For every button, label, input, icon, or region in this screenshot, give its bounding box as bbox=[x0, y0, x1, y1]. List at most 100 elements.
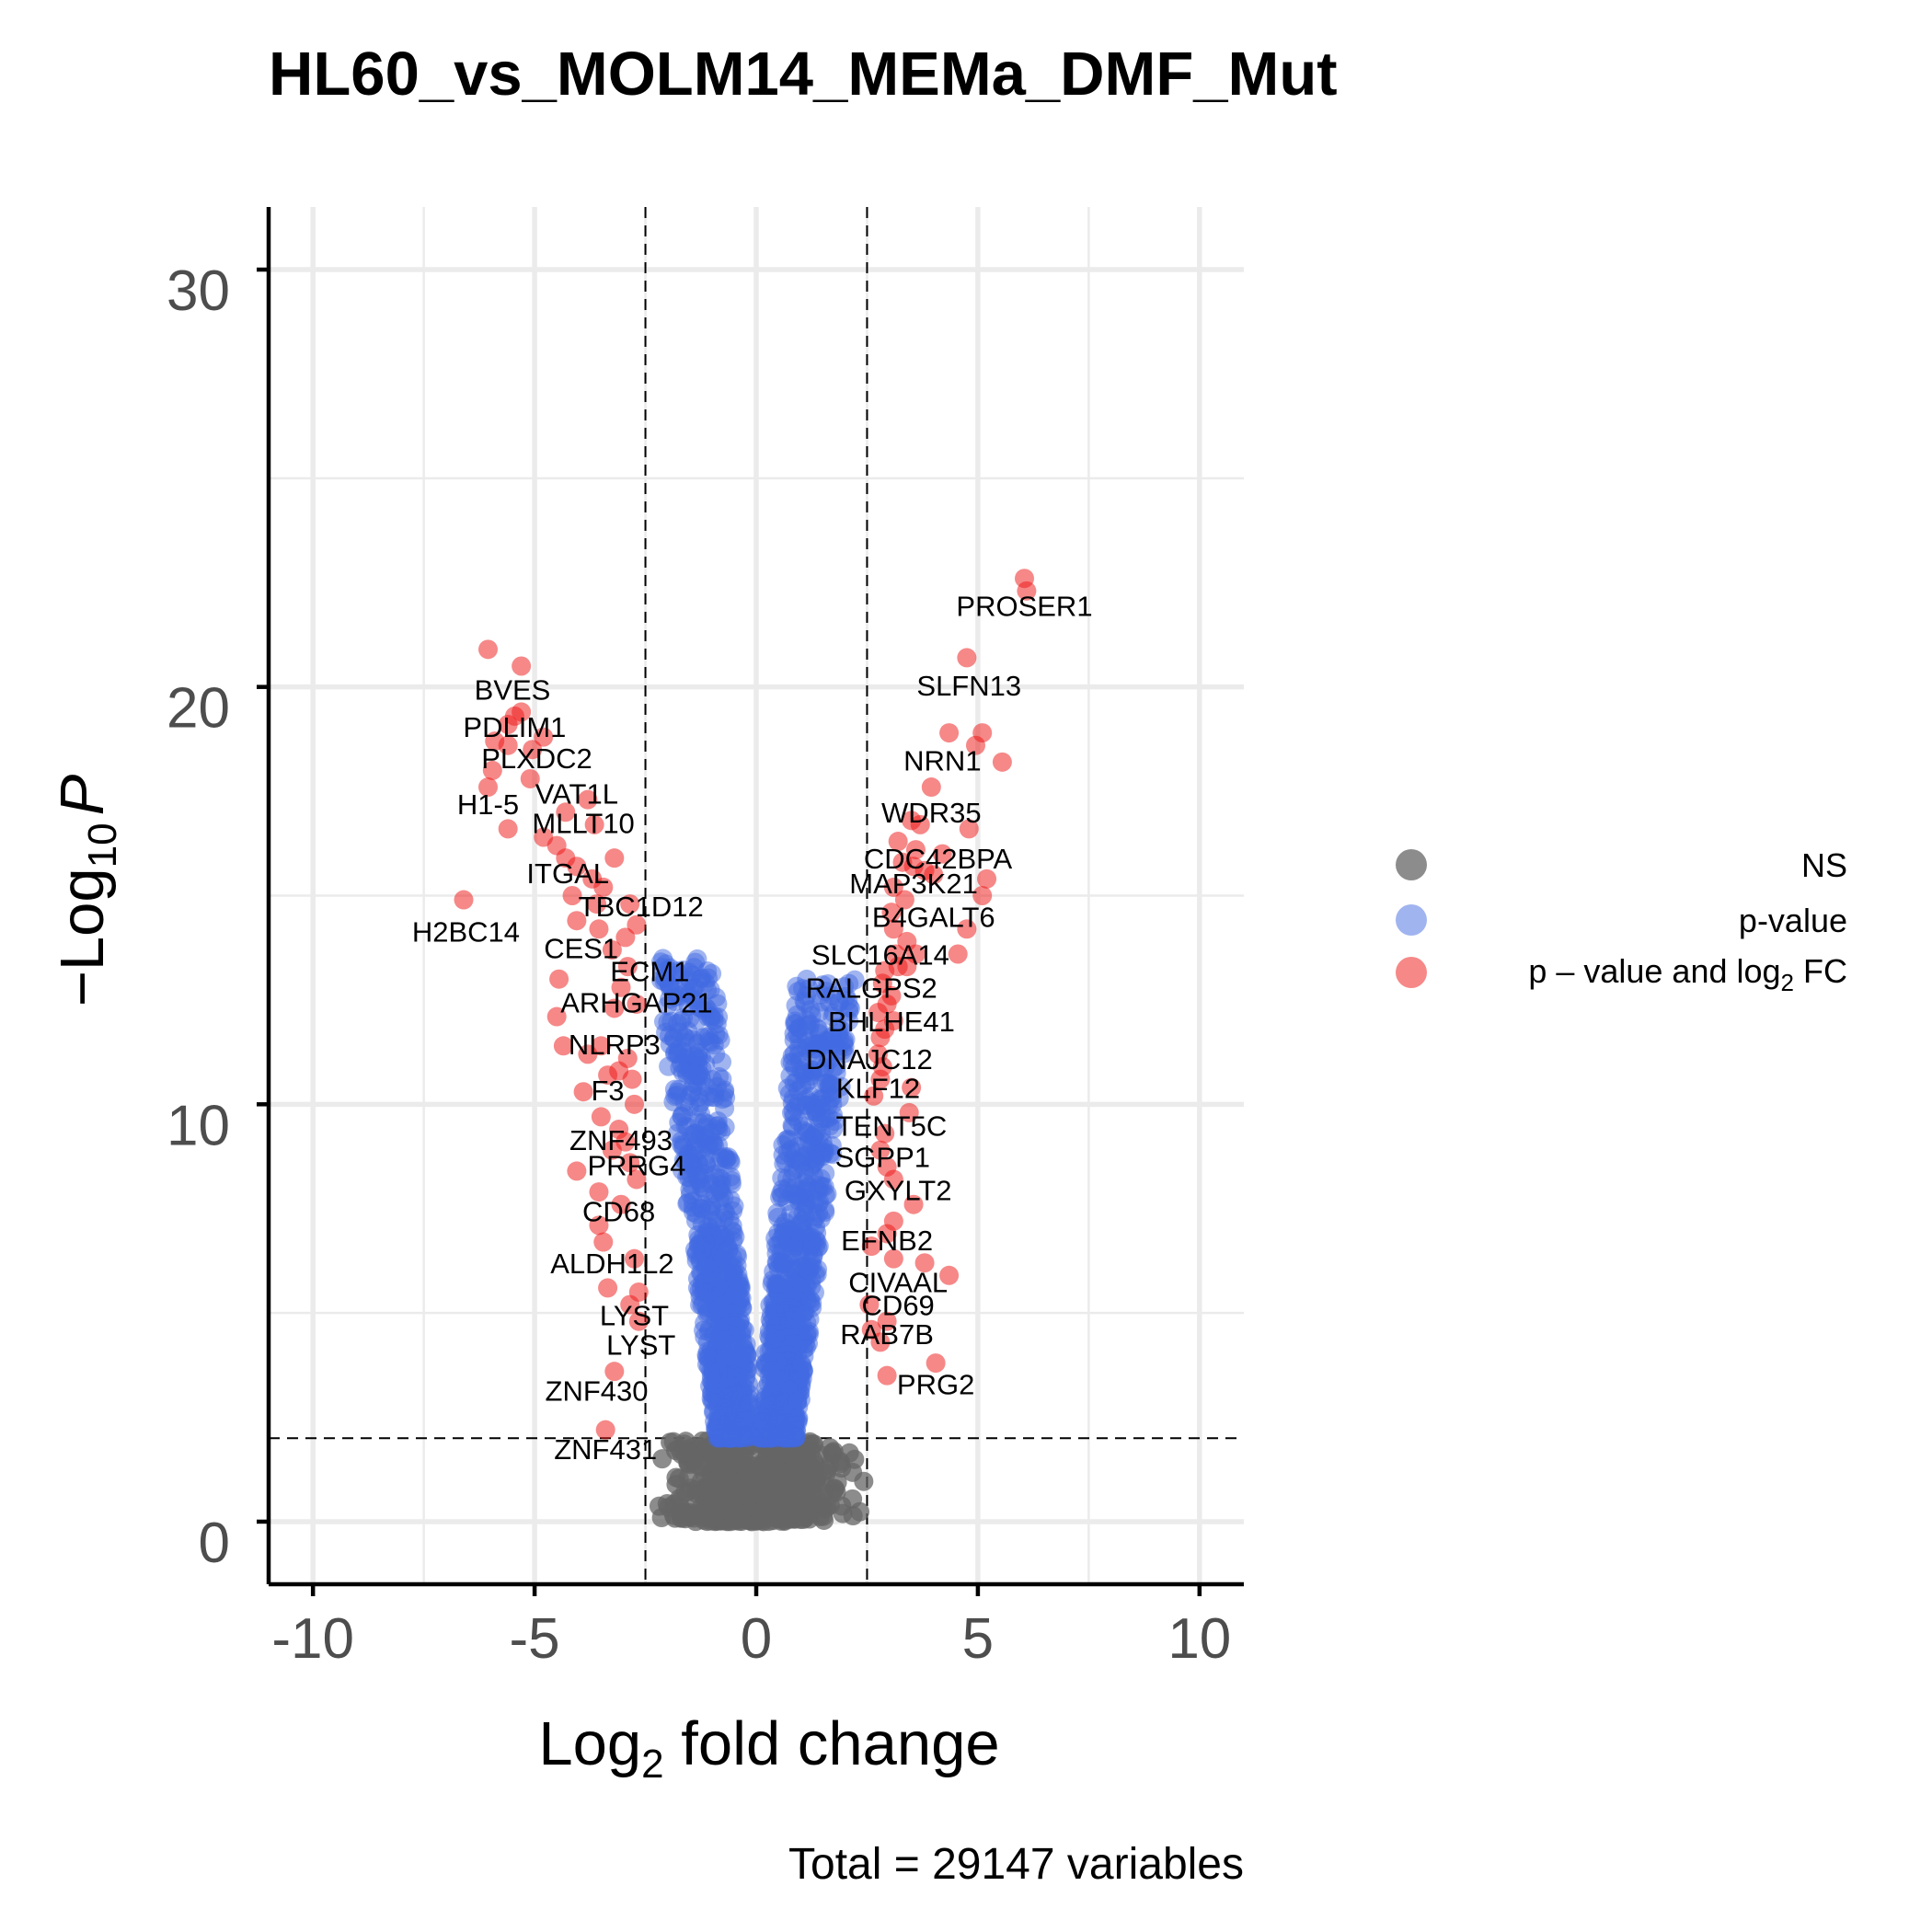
point-pvalue bbox=[833, 1041, 853, 1061]
point-pvalue bbox=[765, 1302, 785, 1322]
point-significant bbox=[617, 957, 638, 977]
point-pvalue bbox=[712, 1346, 732, 1366]
point-significant bbox=[883, 1169, 903, 1190]
point-pvalue bbox=[735, 1342, 755, 1363]
point-significant bbox=[910, 814, 930, 834]
legend-label-ns: NS bbox=[1801, 846, 1847, 884]
x-axis-title: Log2 fold change bbox=[538, 1709, 999, 1787]
point-pvalue bbox=[692, 1213, 712, 1234]
x-tick-label: 5 bbox=[962, 1607, 994, 1671]
point-pvalue bbox=[786, 1334, 806, 1354]
point-pvalue bbox=[810, 1191, 830, 1212]
point-significant bbox=[589, 1182, 609, 1202]
point-significant bbox=[498, 819, 518, 839]
point-significant bbox=[611, 977, 631, 997]
point-significant bbox=[567, 1161, 587, 1181]
point-significant bbox=[932, 844, 952, 864]
gene-label: MAP3K21 bbox=[849, 868, 978, 900]
point-significant bbox=[939, 723, 960, 743]
gene-label: SLFN13 bbox=[916, 670, 1021, 702]
legend-label-both: p – value and log2 FC bbox=[1528, 952, 1847, 996]
point-significant bbox=[615, 927, 636, 948]
gene-label: NRN1 bbox=[903, 744, 981, 776]
gene-label: VAT1L bbox=[535, 778, 618, 811]
point-significant bbox=[589, 1215, 609, 1236]
point-ns bbox=[843, 1506, 863, 1526]
point-significant bbox=[939, 1265, 960, 1285]
point-pvalue bbox=[722, 1256, 742, 1276]
point-pvalue bbox=[726, 1316, 746, 1336]
point-significant bbox=[553, 1036, 573, 1056]
point-significant bbox=[620, 894, 640, 914]
legend-key-both bbox=[1396, 957, 1427, 988]
gene-label: F3 bbox=[591, 1075, 624, 1107]
gene-label: EFNB2 bbox=[841, 1225, 933, 1257]
gene-label: CD69 bbox=[862, 1289, 935, 1321]
point-ns bbox=[839, 1443, 859, 1463]
point-significant bbox=[591, 1107, 611, 1127]
point-significant bbox=[977, 868, 997, 889]
point-significant bbox=[627, 1169, 647, 1190]
point-pvalue bbox=[779, 1084, 799, 1104]
point-significant bbox=[883, 919, 903, 939]
point-ns bbox=[789, 1504, 810, 1524]
point-ns bbox=[687, 1503, 707, 1524]
point-significant bbox=[883, 1248, 903, 1269]
point-significant bbox=[567, 857, 587, 877]
point-pvalue bbox=[692, 998, 712, 1018]
point-significant bbox=[914, 1253, 935, 1273]
point-pvalue bbox=[678, 971, 698, 991]
point-pvalue bbox=[688, 1087, 708, 1107]
gene-label: B4GALT6 bbox=[872, 902, 995, 934]
y-axis-title-sub: 10 bbox=[80, 822, 125, 868]
point-pvalue bbox=[803, 1145, 823, 1166]
point-pvalue bbox=[784, 1023, 804, 1043]
point-pvalue bbox=[811, 984, 832, 1005]
gene-label: SGPP1 bbox=[835, 1141, 930, 1173]
point-significant bbox=[620, 1153, 640, 1173]
point-pvalue bbox=[793, 1360, 813, 1380]
point-significant bbox=[584, 814, 604, 834]
point-pvalue bbox=[722, 1427, 742, 1447]
point-significant bbox=[888, 832, 908, 852]
legend-key-pvalue bbox=[1396, 904, 1427, 936]
point-ns bbox=[813, 1482, 834, 1502]
point-pvalue bbox=[839, 997, 859, 1018]
point-significant bbox=[549, 969, 569, 989]
point-pvalue bbox=[776, 1289, 796, 1309]
gene-label: RALGPS2 bbox=[806, 972, 937, 1005]
point-significant bbox=[903, 1194, 924, 1214]
point-pvalue bbox=[787, 1393, 807, 1413]
point-pvalue bbox=[736, 1366, 756, 1386]
point-ns bbox=[718, 1462, 738, 1482]
point-significant bbox=[859, 1294, 880, 1315]
point-significant bbox=[992, 752, 1012, 772]
point-ns bbox=[673, 1502, 694, 1523]
point-significant bbox=[622, 1069, 642, 1089]
point-significant bbox=[598, 1065, 618, 1086]
chart-title: HL60_vs_MOLM14_MEMa_DMF_Mut bbox=[269, 40, 1338, 109]
gene-label: SLC16A14 bbox=[811, 938, 949, 971]
point-pvalue bbox=[720, 1397, 741, 1418]
point-pvalue bbox=[708, 1025, 729, 1045]
point-significant bbox=[593, 877, 614, 897]
gene-label: ZNF430 bbox=[546, 1374, 649, 1407]
gene-label: PDLIM1 bbox=[463, 711, 566, 743]
point-pvalue bbox=[767, 1427, 788, 1447]
point-significant bbox=[602, 1140, 622, 1160]
point-ns bbox=[817, 1459, 837, 1479]
caption-total: Total = 29147 variables bbox=[788, 1840, 1244, 1889]
point-ns bbox=[681, 1478, 701, 1499]
point-pvalue bbox=[661, 1011, 682, 1031]
gene-label: BHLHE41 bbox=[828, 1006, 955, 1038]
point-significant bbox=[589, 919, 609, 939]
point-ns bbox=[730, 1484, 751, 1504]
y-tick-label: 30 bbox=[167, 259, 230, 323]
x-tick-label: -5 bbox=[510, 1607, 560, 1671]
point-significant bbox=[604, 848, 625, 868]
point-ns bbox=[698, 1480, 719, 1501]
point-pvalue bbox=[697, 1137, 718, 1157]
point-pvalue bbox=[720, 1152, 741, 1172]
point-significant bbox=[578, 789, 598, 810]
point-ns bbox=[665, 1441, 685, 1461]
